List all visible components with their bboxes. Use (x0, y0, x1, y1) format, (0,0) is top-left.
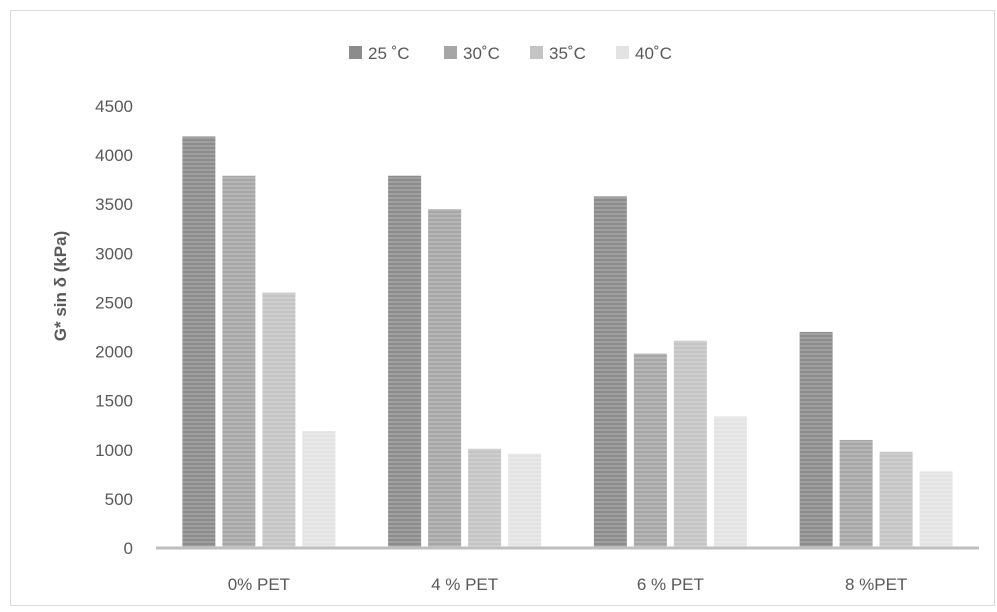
chart-legend: 25 ˚C 30˚C 35˚C 40˚C (349, 44, 672, 63)
bar-texture (839, 439, 873, 548)
y-tick-label: 4500 (95, 97, 133, 116)
bar-texture (508, 453, 542, 548)
bar-texture (222, 175, 256, 548)
y-axis-label: G* sin δ (kPa) (51, 231, 70, 341)
y-tick-label: 2000 (95, 343, 133, 362)
bars (182, 136, 953, 548)
bar-texture (673, 340, 707, 548)
x-tick-label: 8 %PET (845, 575, 907, 594)
y-axis: 0 500 1000 1500 2000 2500 3000 3500 4000 4500 (95, 97, 133, 558)
bar-texture (713, 416, 747, 548)
bar-texture (468, 448, 502, 548)
bar-texture (262, 292, 296, 548)
legend-swatch (444, 46, 457, 59)
bar-texture (428, 209, 462, 548)
legend-label: 30˚C (463, 44, 500, 63)
legend-swatch (349, 46, 362, 59)
bar-texture (633, 353, 667, 548)
y-tick-label: 1000 (95, 441, 133, 460)
y-tick-label: 2500 (95, 293, 133, 312)
legend-swatch (616, 46, 629, 59)
x-tick-label: 4 % PET (431, 575, 498, 594)
legend-label: 25 ˚C (368, 44, 410, 63)
y-tick-label: 500 (105, 490, 133, 509)
legend-swatch (530, 46, 543, 59)
legend-label: 35˚C (549, 44, 586, 63)
x-axis: 0% PET 4 % PET 6 % PET 8 %PET (228, 575, 908, 594)
y-tick-label: 4000 (95, 146, 133, 165)
y-tick-label: 3000 (95, 244, 133, 263)
bar-texture (182, 136, 216, 548)
bar-texture (879, 451, 913, 548)
y-tick-label: 1500 (95, 392, 133, 411)
bar-texture (388, 175, 422, 548)
y-tick-label: 0 (124, 539, 133, 558)
chart-frame: 25 ˚C 30˚C 35˚C 40˚C 0 500 1000 1500 2000 2500 30… (10, 10, 995, 606)
bar-texture (593, 196, 627, 548)
bar-texture (919, 471, 953, 548)
x-tick-label: 0% PET (228, 575, 290, 594)
bar-texture (799, 331, 833, 548)
x-tick-label: 6 % PET (637, 575, 704, 594)
bar-chart: 25 ˚C 30˚C 35˚C 40˚C 0 500 1000 1500 2000 2500 30… (51, 44, 979, 594)
bar-texture (302, 431, 336, 548)
y-tick-label: 3500 (95, 195, 133, 214)
legend-label: 40˚C (635, 44, 672, 63)
